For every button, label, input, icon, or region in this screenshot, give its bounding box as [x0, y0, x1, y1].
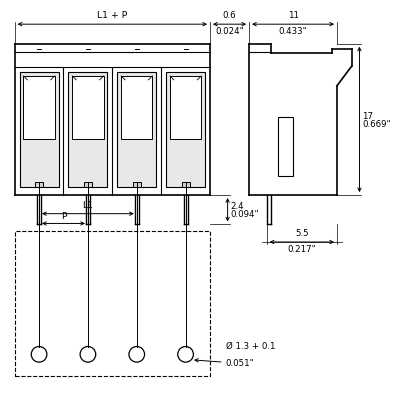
- Bar: [133, 182, 141, 187]
- Bar: [68, 72, 107, 187]
- Text: L1 + P: L1 + P: [97, 11, 128, 20]
- Bar: [278, 117, 293, 176]
- Bar: [121, 76, 152, 139]
- Bar: [117, 72, 156, 187]
- Text: 2.4: 2.4: [231, 202, 244, 211]
- Text: 11: 11: [288, 11, 299, 20]
- Bar: [182, 182, 190, 187]
- Bar: [170, 76, 201, 139]
- Bar: [19, 72, 58, 187]
- Text: 0.217": 0.217": [288, 245, 316, 254]
- Text: L1: L1: [83, 201, 93, 210]
- Bar: [72, 76, 103, 139]
- Bar: [84, 182, 92, 187]
- Text: 17: 17: [362, 112, 373, 121]
- Bar: [166, 72, 205, 187]
- Bar: [15, 231, 210, 376]
- Text: 0.6: 0.6: [223, 11, 236, 20]
- Bar: [23, 76, 55, 139]
- Text: 0.024": 0.024": [215, 27, 244, 36]
- Text: Ø 1.3 + 0.1: Ø 1.3 + 0.1: [226, 342, 275, 350]
- Text: P: P: [61, 212, 66, 220]
- Text: 0.433": 0.433": [278, 27, 307, 36]
- Bar: [35, 182, 43, 187]
- Text: 0.669": 0.669": [362, 120, 391, 129]
- Text: 0.094": 0.094": [231, 210, 259, 219]
- Text: 0.051": 0.051": [226, 359, 254, 368]
- Text: 5.5: 5.5: [295, 229, 308, 238]
